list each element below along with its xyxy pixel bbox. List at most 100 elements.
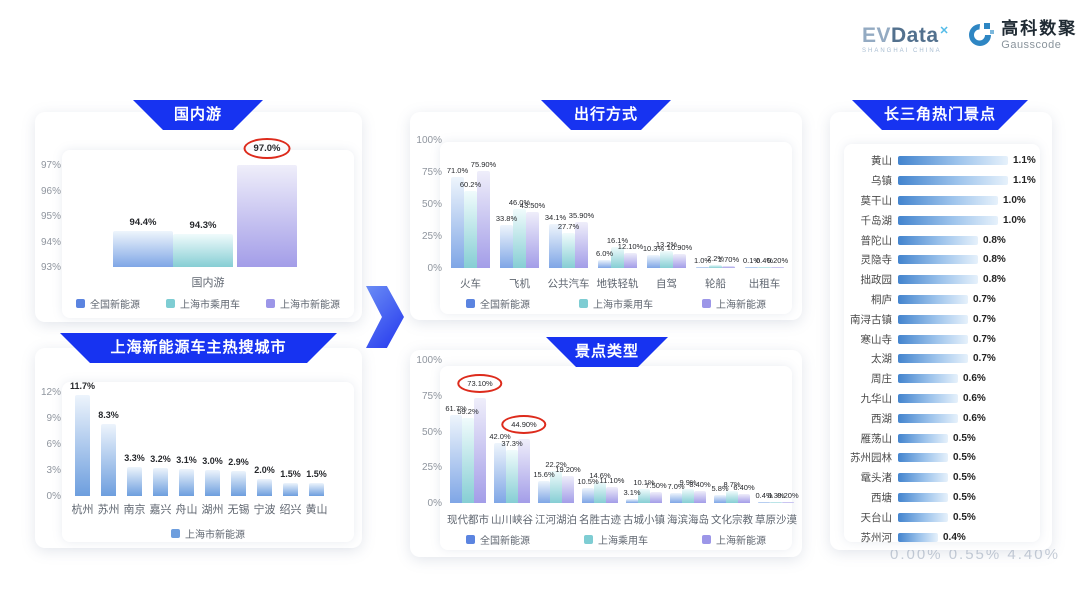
y-axis-tick: 95% xyxy=(40,211,61,222)
bar xyxy=(257,478,272,496)
x-axis-category: 轮船 xyxy=(705,278,726,290)
bar xyxy=(722,265,735,268)
bar-value-label: 3.1% xyxy=(623,487,641,497)
banner-hot-search-cities: 上海新能源车主热搜城市 xyxy=(60,333,337,363)
list-item: 黄山 1.1% xyxy=(834,151,1048,171)
x-axis-category: 出租车 xyxy=(748,278,781,290)
list-item: 普陀山 0.8% xyxy=(834,230,1048,250)
hotspot-bar xyxy=(898,215,998,225)
hotspot-name: 寒山寺 xyxy=(860,333,893,346)
bar xyxy=(594,482,606,503)
bar xyxy=(758,266,771,268)
hotspot-name: 桐庐 xyxy=(871,293,892,306)
hotspot-value: 0.6% xyxy=(963,373,986,385)
legend-swatch xyxy=(702,299,711,308)
bar xyxy=(464,190,477,268)
x-axis-category: 文化宗教 xyxy=(711,514,753,526)
bar xyxy=(745,266,758,268)
list-item: 天台山 0.5% xyxy=(834,507,1048,527)
x-axis-category: 名胜古迹 xyxy=(579,514,621,526)
chart-legend: 上海市新能源 xyxy=(62,526,354,541)
bar-value-label: 3.3% xyxy=(124,453,145,464)
bar-value-label: 8.40% xyxy=(689,479,711,489)
bar-value-label: 10.90% xyxy=(666,243,693,253)
bar-value-label: 44.90% xyxy=(501,414,547,434)
bar xyxy=(451,177,464,268)
legend-swatch xyxy=(466,535,475,544)
bar-value-label: 2.0% xyxy=(254,464,275,475)
bar xyxy=(237,165,297,267)
hotspot-name: 天台山 xyxy=(860,511,893,524)
hotspot-bar xyxy=(898,156,1008,166)
bar xyxy=(575,222,588,268)
legend-label: 上海市乘用车 xyxy=(593,300,653,311)
x-axis-category: 公共汽车 xyxy=(547,278,590,290)
y-axis-tick: 0% xyxy=(427,263,442,274)
x-axis-category: 南京 xyxy=(123,504,146,516)
banner-yangtze-hotspots: 长三角热门景点 xyxy=(852,100,1028,130)
bar xyxy=(673,254,686,268)
bar-value-label: 0.1% xyxy=(742,255,761,265)
hotspot-value: 1.1% xyxy=(1013,175,1036,187)
hotspot-value: 0.5% xyxy=(953,472,976,484)
hotspot-value: 0.5% xyxy=(953,491,976,503)
hotspot-name: 南浔古镇 xyxy=(850,313,892,326)
bar-value-label: 60.2% xyxy=(459,179,482,189)
y-axis-tick: 3% xyxy=(46,464,61,476)
legend-label: 上海市乘用车 xyxy=(180,300,240,311)
bar-value-label: 11.10% xyxy=(599,476,625,486)
bar xyxy=(647,254,660,268)
bar xyxy=(75,394,90,496)
flow-arrow-icon xyxy=(366,286,404,348)
bar-value-label: 10.5% xyxy=(577,476,599,486)
bar xyxy=(670,492,682,503)
bar xyxy=(513,209,526,268)
x-axis-category: 火车 xyxy=(460,278,481,290)
bar-value-label: 1.0% xyxy=(693,255,712,265)
hotspot-bar xyxy=(898,374,958,384)
bar xyxy=(231,470,246,496)
panel-domestic-travel: 93% 94% 95% 96% 97% 94.4% 94.3% 97.0% 国内游 全国新能源 上海… xyxy=(35,112,362,322)
legend-label: 全国新能源 xyxy=(480,300,530,311)
bar-value-label: 1.5% xyxy=(306,468,327,479)
bar xyxy=(660,251,673,268)
bar xyxy=(450,414,462,503)
header-logos: EVData✕ SHANGHAI CHINA 高科数聚 Gausscode xyxy=(862,19,1077,54)
bar xyxy=(549,224,562,268)
list-item: 苏州河 0.4% xyxy=(834,527,1048,547)
hotspot-bar xyxy=(898,255,978,265)
hotspot-bar xyxy=(898,334,968,344)
chart-legend: 全国新能源 上海乘用车 上海新能源 xyxy=(446,532,786,547)
bar-value-label: 46.0% xyxy=(508,198,531,208)
bar-value-label: 71.0% xyxy=(446,166,469,176)
hotspot-value: 0.5% xyxy=(953,432,976,444)
bar-value-label: 3.0% xyxy=(202,455,223,466)
bar-value-label: 6.0% xyxy=(595,249,614,259)
legend-item: 全国新能源 xyxy=(466,532,530,547)
bar-value-label: 10.1% xyxy=(633,477,655,487)
bar xyxy=(526,212,539,268)
bar xyxy=(611,247,624,268)
y-axis-tick: 97% xyxy=(40,160,61,171)
hotspot-bar xyxy=(898,393,958,403)
bar xyxy=(101,424,116,496)
hotspot-value: 1.0% xyxy=(1003,214,1026,226)
list-item: 桐庐 0.7% xyxy=(834,290,1048,310)
list-item: 西湖 0.6% xyxy=(834,408,1048,428)
bar-value-label: 94.3% xyxy=(189,219,217,231)
list-item: 南浔古镇 0.7% xyxy=(834,309,1048,329)
evdata-data-text: Data xyxy=(891,24,939,47)
legend-item: 上海市乘用车 xyxy=(166,296,240,311)
hotspot-name: 九华山 xyxy=(860,392,893,405)
bar xyxy=(770,501,782,503)
bar-value-label: 1.70% xyxy=(717,254,740,264)
bar-value-label: 27.7% xyxy=(557,221,580,231)
y-axis-tick: 0% xyxy=(46,491,61,502)
bar xyxy=(626,498,638,503)
y-axis-tick: 25% xyxy=(421,231,442,242)
legend-swatch xyxy=(171,529,180,538)
hotspot-bar xyxy=(898,176,1008,186)
bar xyxy=(562,475,574,503)
hotspot-bar xyxy=(898,314,968,324)
